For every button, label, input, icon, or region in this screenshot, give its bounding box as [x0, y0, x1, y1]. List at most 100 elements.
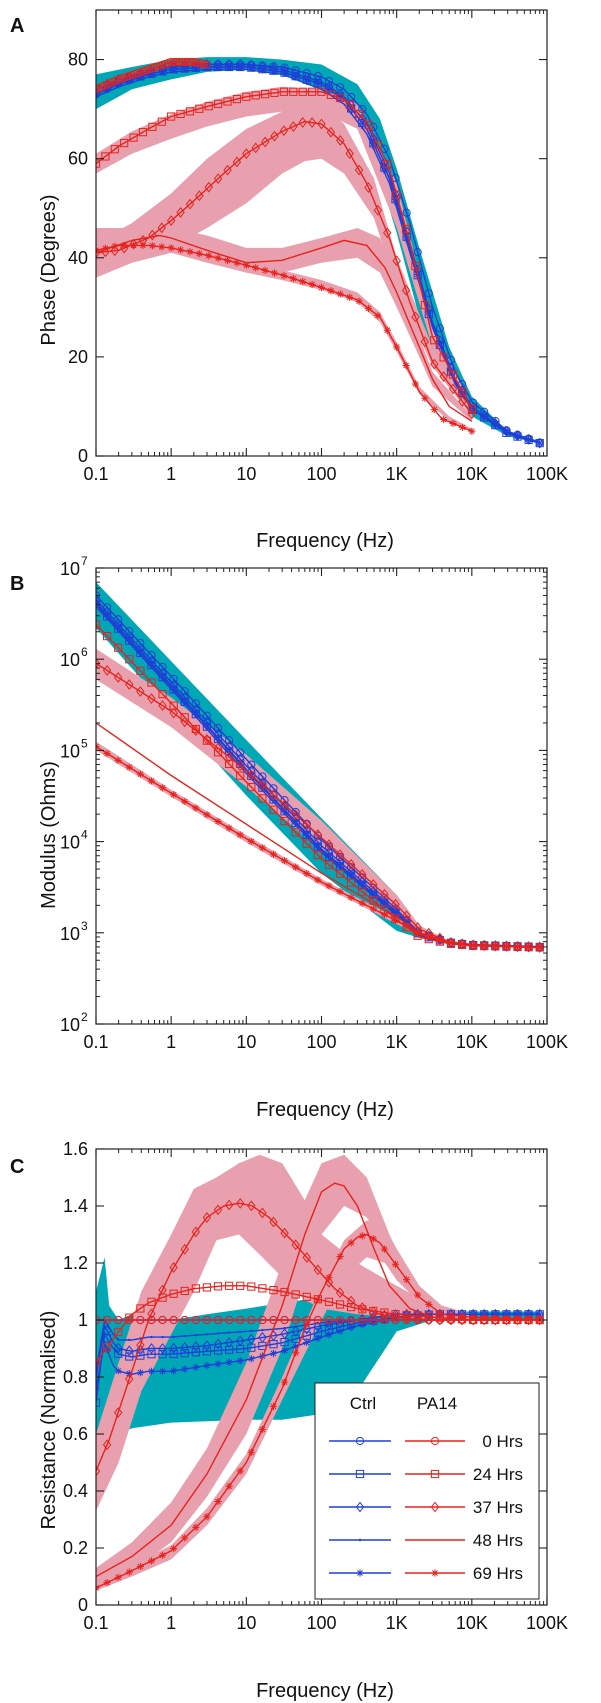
marker-dot	[105, 617, 109, 620]
marker-star	[242, 261, 250, 269]
marker-star	[356, 1569, 364, 1577]
marker-square	[202, 1283, 212, 1292]
series-pa14-48-hrs	[96, 1182, 472, 1578]
marker-star	[358, 899, 366, 907]
marker-diamond	[113, 1407, 123, 1418]
marker-diamond	[535, 437, 544, 449]
marker-star	[114, 756, 122, 764]
marker-diamond	[380, 1309, 389, 1321]
marker-square	[335, 869, 345, 878]
marker-square	[236, 1281, 245, 1290]
marker-diamond	[380, 888, 389, 900]
series-line	[96, 1313, 540, 1372]
band-pa14	[96, 1154, 472, 1588]
marker-star	[125, 763, 133, 771]
marker-square	[392, 190, 401, 200]
y-axis-label: Resistance (Normalised)	[38, 1311, 60, 1530]
marker-square	[110, 145, 119, 154]
marker-diamond	[411, 311, 420, 323]
marker-circle	[191, 1315, 200, 1325]
marker-star	[325, 85, 333, 93]
marker-circle	[280, 1315, 289, 1325]
marker-circle	[158, 1315, 167, 1325]
marker-star	[103, 1579, 111, 1587]
marker-star	[158, 243, 166, 251]
marker-star	[269, 1349, 278, 1358]
y-tick-exponent: 7	[81, 554, 88, 568]
marker-square	[180, 1349, 189, 1358]
marker-star	[513, 432, 522, 440]
marker-star	[233, 259, 241, 267]
marker-square	[114, 1327, 123, 1337]
marker-diamond	[213, 173, 223, 185]
marker-star	[380, 899, 389, 907]
marker-star	[125, 1568, 133, 1576]
y-axis-label: Modulus (Ohms)	[38, 761, 60, 909]
marker-star	[170, 791, 178, 799]
marker-star	[223, 256, 232, 265]
marker-diamond	[313, 1264, 323, 1276]
legend-entry: 37 Hrs	[329, 1498, 523, 1517]
marker-square	[420, 301, 429, 310]
marker-star	[203, 721, 211, 729]
marker-circle	[183, 57, 192, 67]
marker-square	[413, 1311, 422, 1321]
marker-star	[292, 1349, 300, 1357]
y-tick-exponent: 6	[81, 645, 88, 659]
x-axis: 0.1 1 10 100 1K 10K 100K	[83, 568, 568, 1052]
marker-square	[251, 91, 260, 100]
marker-star	[236, 63, 244, 71]
legend-label: 48 Hrs	[473, 1531, 523, 1550]
marker-star	[292, 818, 300, 826]
marker-star	[525, 1310, 533, 1318]
marker-star	[103, 1345, 111, 1353]
marker-dot	[383, 171, 386, 174]
bands	[96, 57, 540, 444]
marker-star	[469, 941, 477, 949]
marker-star	[364, 304, 373, 313]
x-tick-label: 1	[166, 1613, 176, 1633]
marker-star	[247, 837, 255, 846]
marker-dot	[128, 1338, 131, 1342]
marker-dot	[161, 1335, 164, 1339]
marker-circle	[247, 1315, 256, 1325]
marker-dot	[116, 1338, 120, 1341]
marker-diamond	[235, 1335, 245, 1347]
marker-star	[203, 1362, 211, 1370]
marker-star	[147, 659, 156, 668]
y-tick-label: 0.4	[63, 1481, 88, 1501]
x-tick-label: 0.1	[83, 464, 108, 484]
marker-circle	[258, 1315, 267, 1325]
marker-diamond	[180, 716, 189, 728]
marker-diamond	[354, 164, 364, 176]
marker-star	[447, 939, 455, 947]
marker-diamond	[180, 1243, 189, 1255]
legend-entry: 48 Hrs	[329, 1531, 523, 1550]
marker-diamond	[242, 148, 251, 160]
marker-star	[314, 1295, 322, 1304]
marker-circle	[136, 639, 145, 648]
marker-diamond	[169, 707, 178, 719]
marker-diamond	[524, 941, 533, 953]
marker-diamond	[373, 204, 383, 216]
marker-star	[303, 76, 311, 84]
marker-star	[502, 942, 511, 951]
marker-diamond	[424, 1314, 434, 1326]
legend-label: 37 Hrs	[473, 1498, 523, 1517]
marker-square	[279, 87, 289, 96]
marker-diamond	[96, 1465, 101, 1477]
marker-star	[176, 246, 185, 254]
bands	[96, 582, 540, 949]
marker-square	[204, 102, 213, 111]
marker-star	[411, 380, 420, 388]
marker-circle	[213, 1315, 223, 1325]
marker-square	[191, 1284, 200, 1293]
marker-diamond	[191, 1341, 201, 1352]
marker-star	[347, 870, 355, 879]
marker-diamond	[302, 1251, 311, 1263]
marker-star	[269, 850, 278, 858]
marker-dot	[305, 82, 308, 85]
marker-circle	[413, 247, 422, 257]
marker-diamond	[258, 1207, 267, 1219]
marker-dot	[227, 1331, 231, 1334]
